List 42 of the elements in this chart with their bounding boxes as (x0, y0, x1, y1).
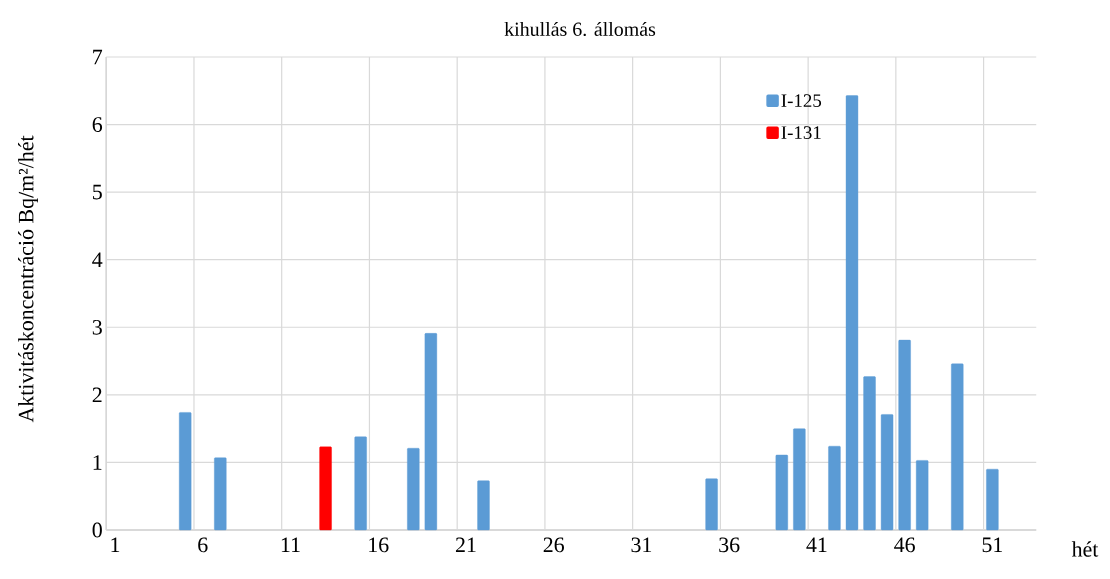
bar (880, 414, 894, 531)
x-tick-label: 16 (369, 537, 389, 553)
bar (354, 436, 367, 531)
y-tick-label: 0 (92, 522, 102, 538)
bar (407, 448, 420, 531)
y-tick-label: 2 (92, 387, 102, 403)
x-axis-title: hét (1071, 541, 1099, 557)
bar (898, 339, 911, 531)
bar (986, 468, 999, 531)
y-tick-label: 4 (92, 252, 103, 267)
x-tick-label: 26 (543, 537, 564, 553)
bar (179, 412, 192, 531)
bar (775, 454, 788, 531)
x-tick-label: 6 (198, 537, 208, 553)
x-tick-label: 31 (631, 537, 652, 553)
bar (793, 428, 806, 531)
x-tick-label: 1 (111, 537, 120, 552)
y-tick-label: 7 (93, 49, 103, 65)
bar (863, 376, 876, 531)
x-tick-label: 36 (719, 537, 740, 553)
y-tick-label: 5 (93, 184, 102, 200)
bar (424, 333, 438, 531)
legend-label: I-131 (781, 126, 821, 139)
x-tick-label: 11 (281, 537, 300, 552)
x-tick-label: 51 (982, 537, 1003, 553)
y-tick-label: 6 (92, 117, 103, 132)
chart-title: kihullás 6. állomás (504, 21, 656, 37)
y-tick-label: 3 (92, 319, 102, 335)
x-tick-label: 46 (894, 537, 915, 553)
bar (916, 460, 929, 531)
bar (705, 478, 718, 531)
bar (951, 363, 964, 531)
bar (477, 480, 490, 531)
bar (845, 95, 859, 531)
x-tick-label: 21 (455, 537, 476, 552)
bar (214, 457, 227, 531)
y-axis-title: Aktivitáskoncentráció Bq/m²/hét (18, 135, 38, 423)
legend-label: I-125 (781, 94, 822, 108)
y-tick-label: 1 (93, 455, 102, 470)
bar (319, 446, 332, 531)
bar (828, 446, 841, 531)
x-tick-label: 41 (806, 537, 827, 552)
